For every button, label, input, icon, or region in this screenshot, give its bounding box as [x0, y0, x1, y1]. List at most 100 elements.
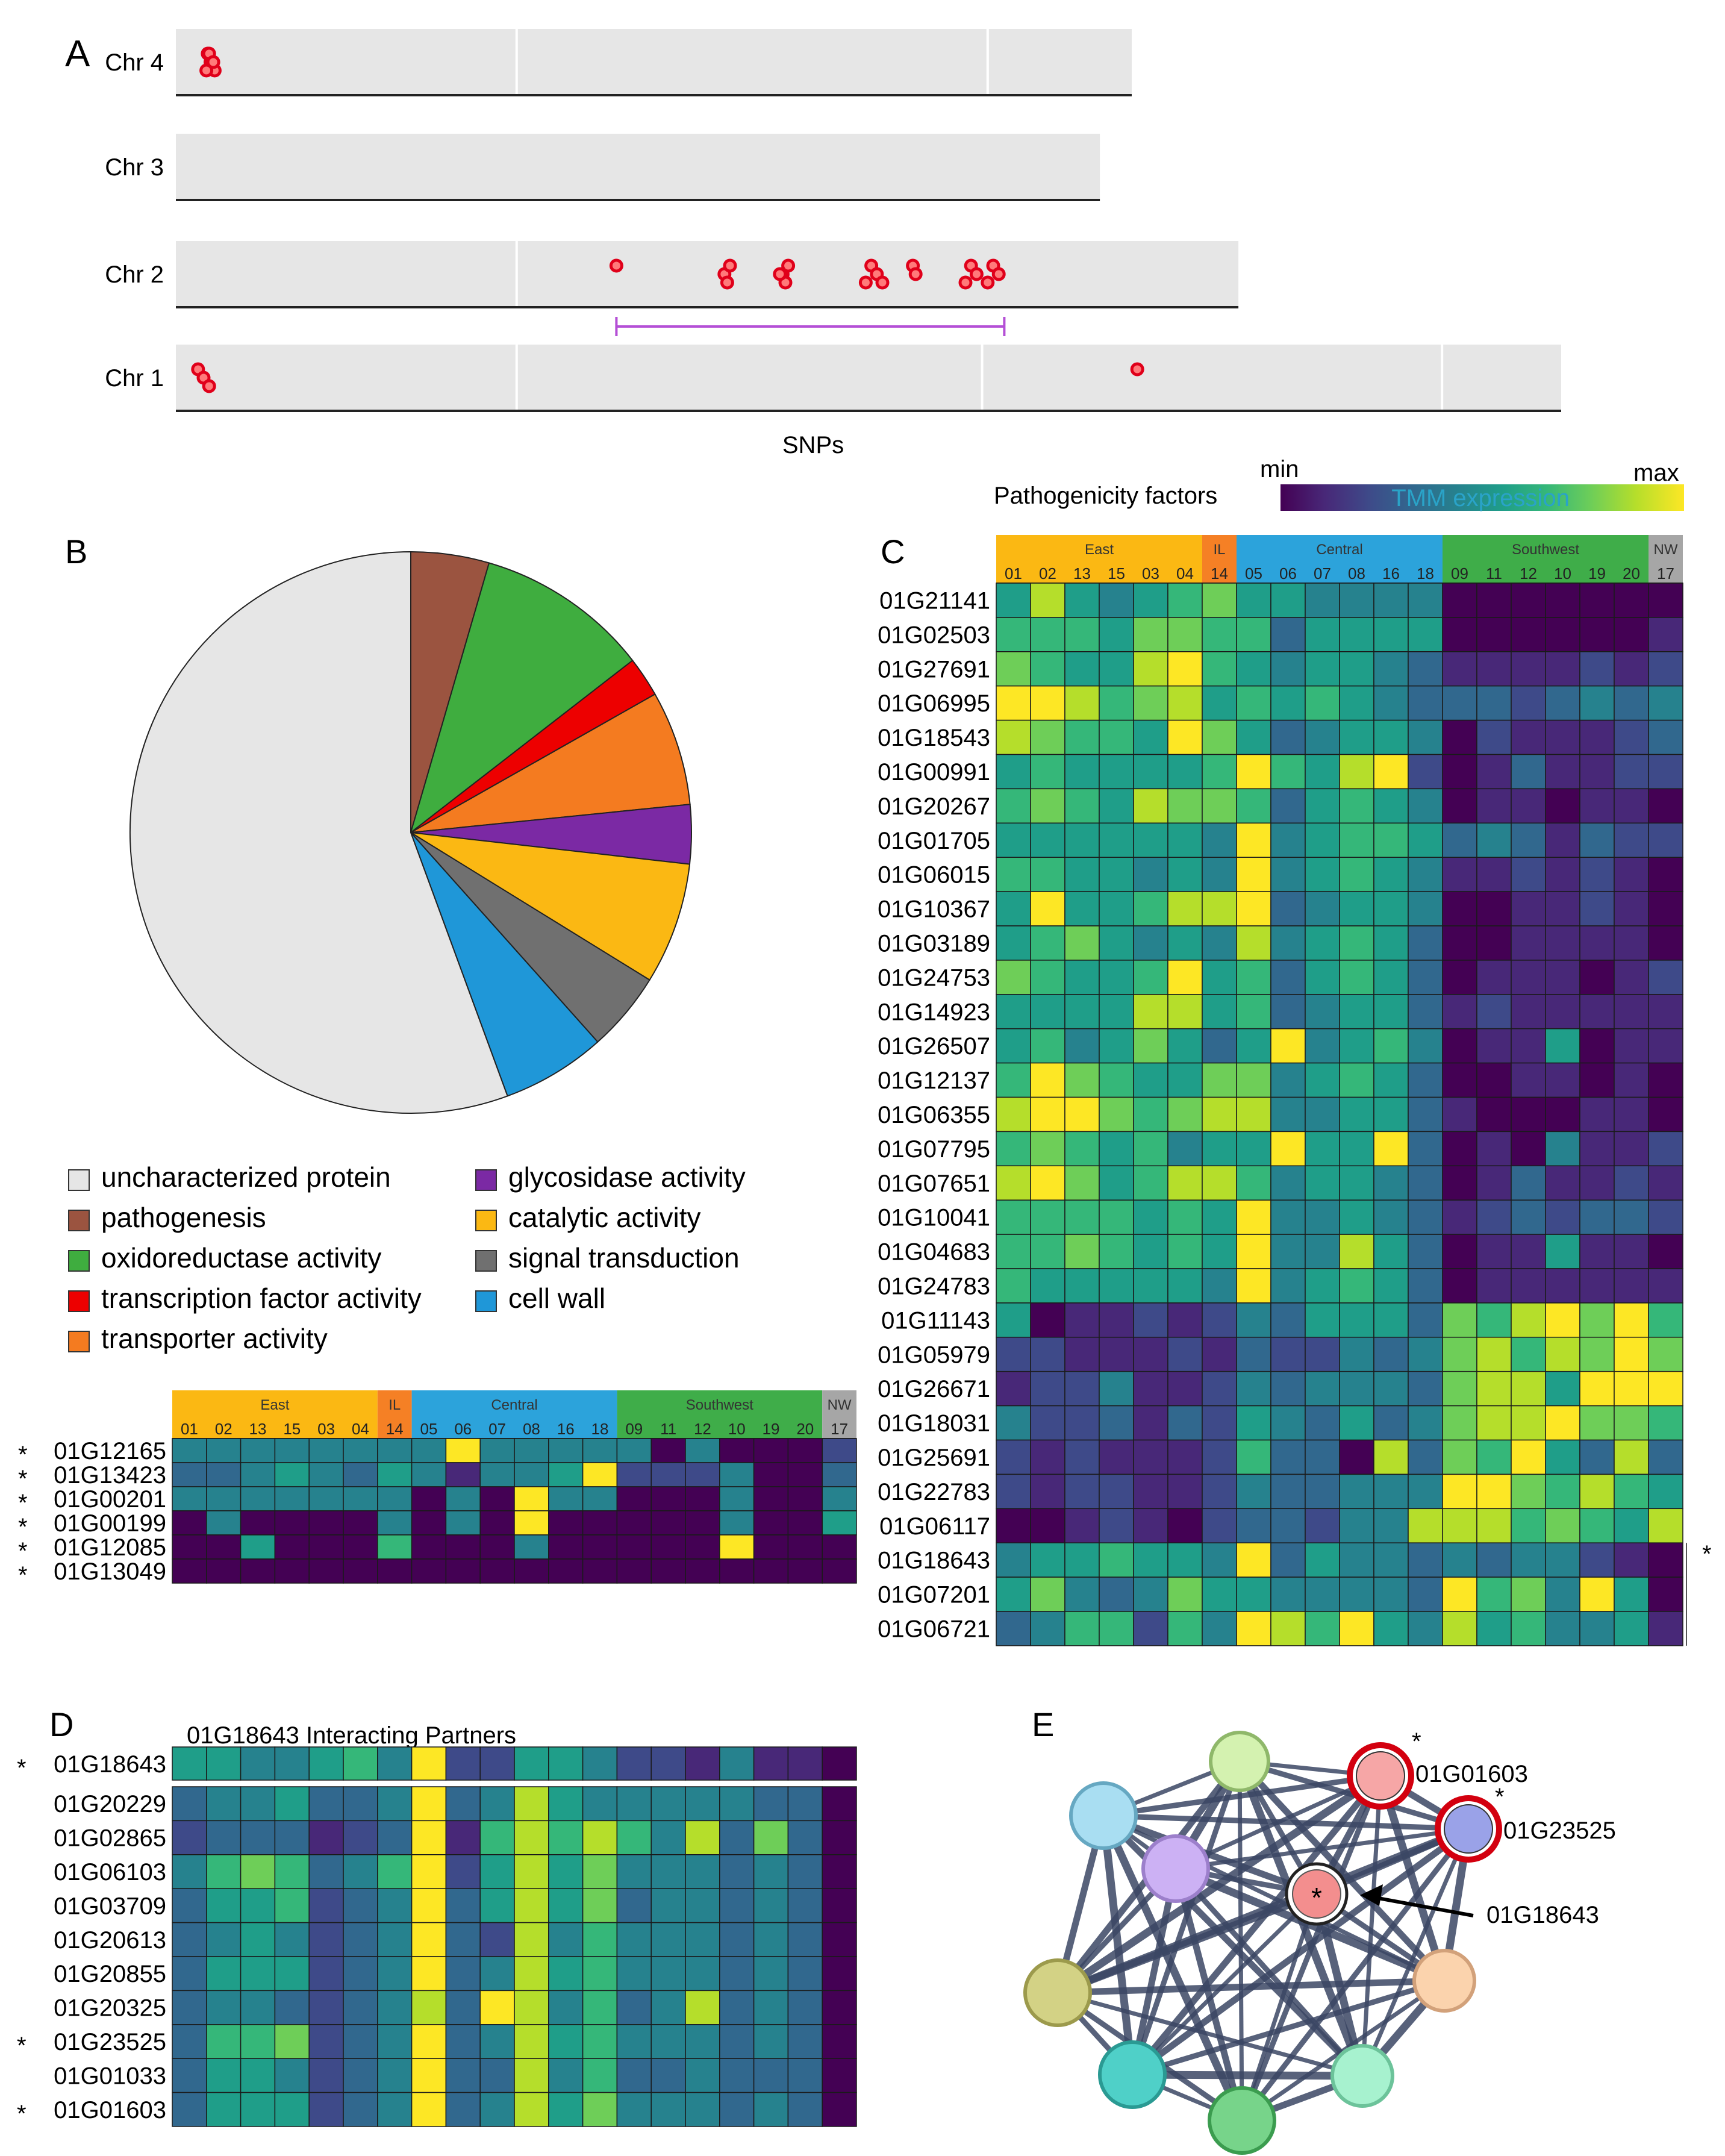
heatmap-cell — [1408, 1062, 1443, 1098]
heatmap-cell — [1511, 822, 1546, 858]
heatmap-cell — [996, 1473, 1031, 1510]
panel-label-d: D — [49, 1705, 73, 1743]
heatmap-cell — [445, 1486, 481, 1511]
row-label: 01G25691 — [878, 1445, 990, 1471]
heatmap-cell — [514, 1888, 549, 1923]
heatmap-cell — [1511, 1542, 1546, 1578]
heatmap-cell — [1408, 651, 1443, 687]
row-label: 01G00199 — [54, 1510, 166, 1537]
heatmap-cell — [753, 1510, 789, 1536]
heatmap-cell — [1476, 1131, 1512, 1167]
heatmap-cell — [445, 1510, 481, 1536]
region-label: Southwest — [1512, 542, 1579, 558]
heatmap-cell — [1270, 1096, 1306, 1133]
heatmap-cell — [1545, 960, 1580, 995]
node-star: * — [1495, 1784, 1505, 1810]
pointer-arrow-shaft — [1368, 1895, 1474, 1917]
heatmap-cell — [616, 2024, 652, 2059]
heatmap-cell — [1511, 1370, 1546, 1407]
heatmap-cell — [1511, 925, 1546, 961]
heatmap-cell — [445, 1558, 481, 1584]
heatmap-cell — [1511, 754, 1546, 790]
heatmap-cell — [1511, 1302, 1546, 1338]
heatmap-cell — [1545, 719, 1580, 755]
heatmap-cell — [240, 1746, 276, 1781]
heatmap-cell — [1305, 925, 1340, 961]
heatmap-cell — [822, 1486, 857, 1511]
heatmap-cell — [996, 651, 1031, 687]
network-edge — [1131, 1892, 1318, 2076]
panel-b-heatmap: East IL Central Southwest NW 01 02 13 15 03 04 14 05… — [18, 1390, 857, 1589]
heatmap-cell — [1030, 1131, 1065, 1167]
heatmap-cell — [240, 1438, 276, 1463]
heatmap-cell — [1064, 1131, 1100, 1167]
heatmap-cell — [1442, 994, 1477, 1030]
heatmap-cell — [1373, 1576, 1409, 1612]
heatmap-cell — [172, 1990, 207, 2025]
heatmap-cell — [1339, 788, 1374, 824]
heatmap-cell — [479, 1558, 515, 1584]
heatmap-cell — [172, 1854, 207, 1889]
heatmap-cell — [1579, 685, 1615, 721]
heatmap-cell — [1442, 1508, 1477, 1543]
row-label: 01G02865 — [54, 1825, 166, 1852]
heatmap-cell — [1202, 994, 1237, 1030]
heatmap-cell — [1305, 1165, 1340, 1201]
heatmap-cell — [1648, 1131, 1683, 1167]
heatmap-cell — [206, 1820, 242, 1855]
heatmap-cell — [1099, 925, 1134, 961]
heatmap-cell — [1614, 1302, 1649, 1338]
heatmap-cell — [1648, 719, 1683, 755]
heatmap-cell — [1579, 994, 1615, 1030]
heatmap-cell — [1373, 994, 1409, 1030]
column-label: 16 — [557, 1420, 575, 1438]
heatmap-cell — [1305, 1062, 1340, 1098]
heatmap-cell — [1648, 1096, 1683, 1133]
heatmap-cell — [1579, 651, 1615, 687]
heatmap-cell — [822, 1922, 857, 1957]
snp-marker — [773, 267, 787, 281]
network-node-olive-node — [1023, 1958, 1092, 2027]
heatmap-cell — [1305, 1576, 1340, 1612]
heatmap-cell — [616, 1746, 652, 1781]
column-label: 20 — [796, 1420, 814, 1438]
heatmap-cell — [1202, 685, 1237, 721]
heatmap-cell — [822, 1534, 857, 1560]
heatmap-cell — [1545, 651, 1580, 687]
heatmap-cell — [787, 1990, 823, 2025]
heatmap-cell — [1408, 719, 1443, 755]
heatmap-cell — [308, 1854, 344, 1889]
heatmap-cell — [1373, 788, 1409, 824]
heatmap-cell — [172, 1820, 207, 1855]
heatmap-cell — [1511, 1405, 1546, 1441]
heatmap-cell — [1408, 1131, 1443, 1167]
heatmap-cell — [411, 2058, 447, 2093]
heatmap-cell — [1579, 1576, 1615, 1612]
heatmap-cell — [1408, 788, 1443, 824]
region-label: Central — [491, 1397, 537, 1413]
heatmap-cell — [514, 1534, 549, 1560]
panel-label-c: C — [881, 533, 905, 570]
heatmap-cell — [1648, 788, 1683, 824]
heatmap-cell — [1648, 617, 1683, 652]
heatmap-cell — [479, 1854, 515, 1889]
heatmap-cell — [582, 1854, 618, 1889]
heatmap-cell — [1545, 1576, 1580, 1612]
heatmap-cell — [996, 1508, 1031, 1543]
heatmap-cell — [206, 1990, 242, 2025]
heatmap-cell — [1133, 1405, 1168, 1441]
heatmap-cell — [1648, 822, 1683, 858]
heatmap-cell — [1614, 1370, 1649, 1407]
heatmap-cell — [1648, 857, 1683, 892]
heatmap-cell — [1167, 1405, 1203, 1441]
row-label: 01G18031 — [878, 1410, 990, 1437]
colorbar-max-label: max — [1633, 460, 1679, 486]
heatmap-cell — [1648, 1337, 1683, 1372]
heatmap-cell — [616, 1534, 652, 1560]
heatmap-cell — [1442, 1611, 1477, 1646]
heatmap-cell — [1133, 1576, 1168, 1612]
column-label: 08 — [523, 1420, 540, 1438]
heatmap-cell — [548, 1558, 584, 1584]
heatmap-cell — [1476, 617, 1512, 652]
heatmap-cell — [1339, 1542, 1374, 1578]
